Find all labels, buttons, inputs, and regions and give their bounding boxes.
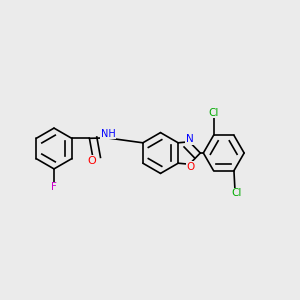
Text: Cl: Cl: [231, 188, 241, 198]
Text: N: N: [186, 134, 193, 144]
Text: O: O: [87, 155, 96, 166]
Text: O: O: [187, 162, 195, 172]
Text: Cl: Cl: [208, 108, 219, 118]
Text: NH: NH: [101, 129, 116, 139]
Text: F: F: [51, 182, 57, 192]
